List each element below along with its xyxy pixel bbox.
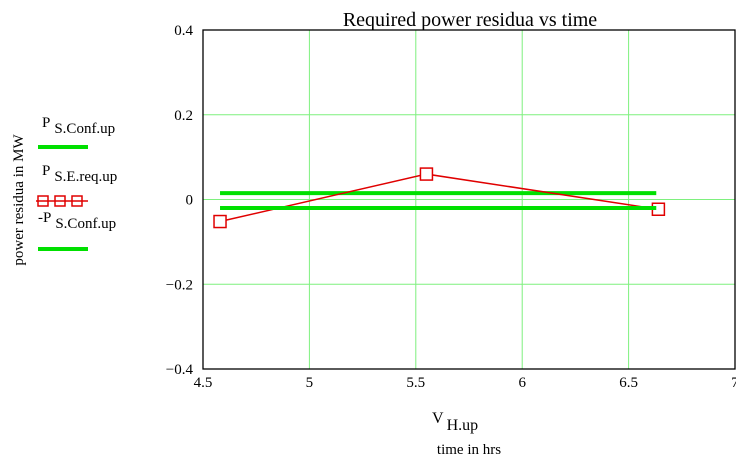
x-tick-label-1: 5 <box>306 375 314 391</box>
series-layer <box>213 167 666 229</box>
x-tick-label-3: 6 <box>518 375 526 391</box>
series-line-1 <box>219 173 659 223</box>
y-tick-label-2: 0 <box>186 193 194 209</box>
y-tick-label-4: −0.4 <box>166 362 194 378</box>
x-tick-label-2: 5.5 <box>406 375 425 391</box>
y-tick-label-1: 0.2 <box>174 108 193 124</box>
x-tick-label-0: 4.5 <box>194 375 213 391</box>
x-axis-label-sub: H.up <box>447 417 479 434</box>
grid <box>203 30 735 369</box>
series-1 <box>213 167 666 229</box>
legend-label-1: P S.E.req.up <box>42 163 117 185</box>
legend-swatch-1 <box>36 195 88 207</box>
chart-title: Required power residua vs time <box>343 9 597 31</box>
series-1-point-1 <box>419 167 434 181</box>
x-axis-caption: time in hrs <box>437 442 501 458</box>
y-axis-label: power residua in MW <box>11 134 27 266</box>
x-axis-label-main: V <box>432 410 444 427</box>
legend-label-0: P S.Conf.up <box>42 115 115 137</box>
legend-item-2: -P S.Conf.up <box>38 210 116 251</box>
plot-frame <box>202 29 736 370</box>
tick-labels: 4.5 5 5.5 6 6.5 7 0.4 0.2 0 −0.2 −0.4 <box>166 23 736 391</box>
x-tick-label-4: 6.5 <box>619 375 638 391</box>
legend-item-0: P S.Conf.up <box>38 115 115 149</box>
legend-item-1: P S.E.req.up <box>36 163 117 207</box>
series-1-point-0 <box>213 214 227 229</box>
legend: P S.Conf.up P S.E.req.up -P S.Conf.up <box>36 115 117 251</box>
legend-label-2: -P S.Conf.up <box>38 210 116 232</box>
x-axis-label: V H.up <box>432 410 478 434</box>
y-tick-label-0: 0.4 <box>174 23 193 39</box>
y-tick-label-3: −0.2 <box>166 277 193 293</box>
x-tick-label-5: 7 <box>731 375 736 391</box>
